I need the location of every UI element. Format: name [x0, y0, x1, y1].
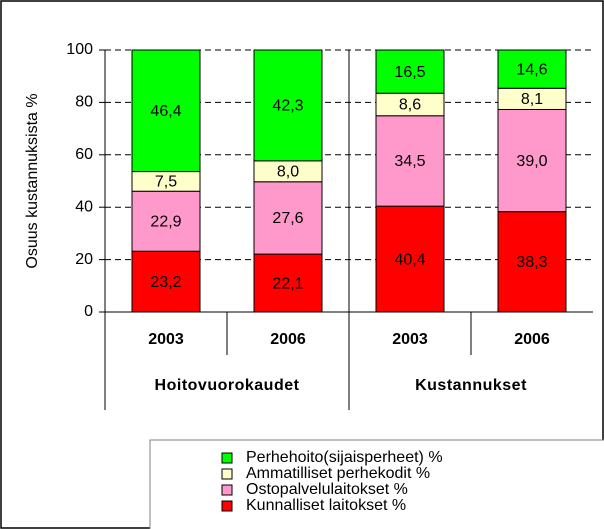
bar-segment: [497, 108, 567, 213]
legend-label: Kunnalliset laitokset %: [246, 497, 406, 514]
value-label: 14,6: [516, 61, 547, 78]
bar-segment: [375, 49, 445, 94]
value-label: 42,3: [272, 98, 303, 115]
bar-segment: [253, 253, 323, 313]
value-label: 27,6: [272, 210, 303, 227]
y-tick-label: 20: [75, 251, 93, 268]
bar-segment: [253, 49, 323, 162]
x-tick-label: 2003: [392, 331, 428, 348]
bar-segment: [497, 49, 567, 89]
x-tick-label: 2006: [270, 331, 306, 348]
legend-swatch: [221, 452, 233, 464]
bar-segment: [375, 115, 445, 207]
legend-label: Ammatilliset perhekodit %: [246, 465, 430, 482]
legend-swatch: [221, 484, 233, 496]
bar-segment: [131, 190, 201, 252]
x-tick-label: 2006: [514, 331, 550, 348]
value-label: 16,5: [394, 64, 425, 81]
value-label: 22,1: [272, 275, 303, 292]
value-label: 39,0: [516, 153, 547, 170]
legend-swatch: [221, 500, 233, 512]
value-label: 7,5: [155, 174, 177, 191]
legend-label: Ostopalvelulaitokset %: [246, 481, 408, 498]
value-label: 23,2: [150, 274, 181, 291]
group-label: Hoitovuorokaudet: [155, 377, 300, 394]
y-tick-label: 40: [75, 198, 93, 215]
value-label: 8,6: [399, 97, 421, 114]
bar-segment: [375, 205, 445, 313]
value-label: 8,0: [277, 164, 299, 181]
value-label: 34,5: [394, 153, 425, 170]
y-tick-label: 60: [75, 146, 93, 163]
legend-label: Perhehoito(sijaisperheet) %: [246, 449, 443, 466]
value-label: 22,9: [150, 213, 181, 230]
bar-segment: [131, 49, 201, 173]
value-label: 40,4: [394, 251, 425, 268]
y-tick-label: 80: [75, 94, 93, 111]
y-tick-label: 100: [66, 41, 93, 58]
group-label: Kustannukset: [415, 377, 527, 394]
y-tick-label: 0: [84, 303, 93, 320]
value-label: 8,1: [521, 91, 543, 108]
x-tick-label: 2003: [148, 331, 184, 348]
value-label: 38,3: [516, 254, 547, 271]
value-label: 46,4: [150, 103, 181, 120]
y-axis-label: Osuus kustannuksista %: [24, 93, 41, 268]
bar-segment: [253, 181, 323, 255]
legend-swatch: [221, 468, 233, 480]
